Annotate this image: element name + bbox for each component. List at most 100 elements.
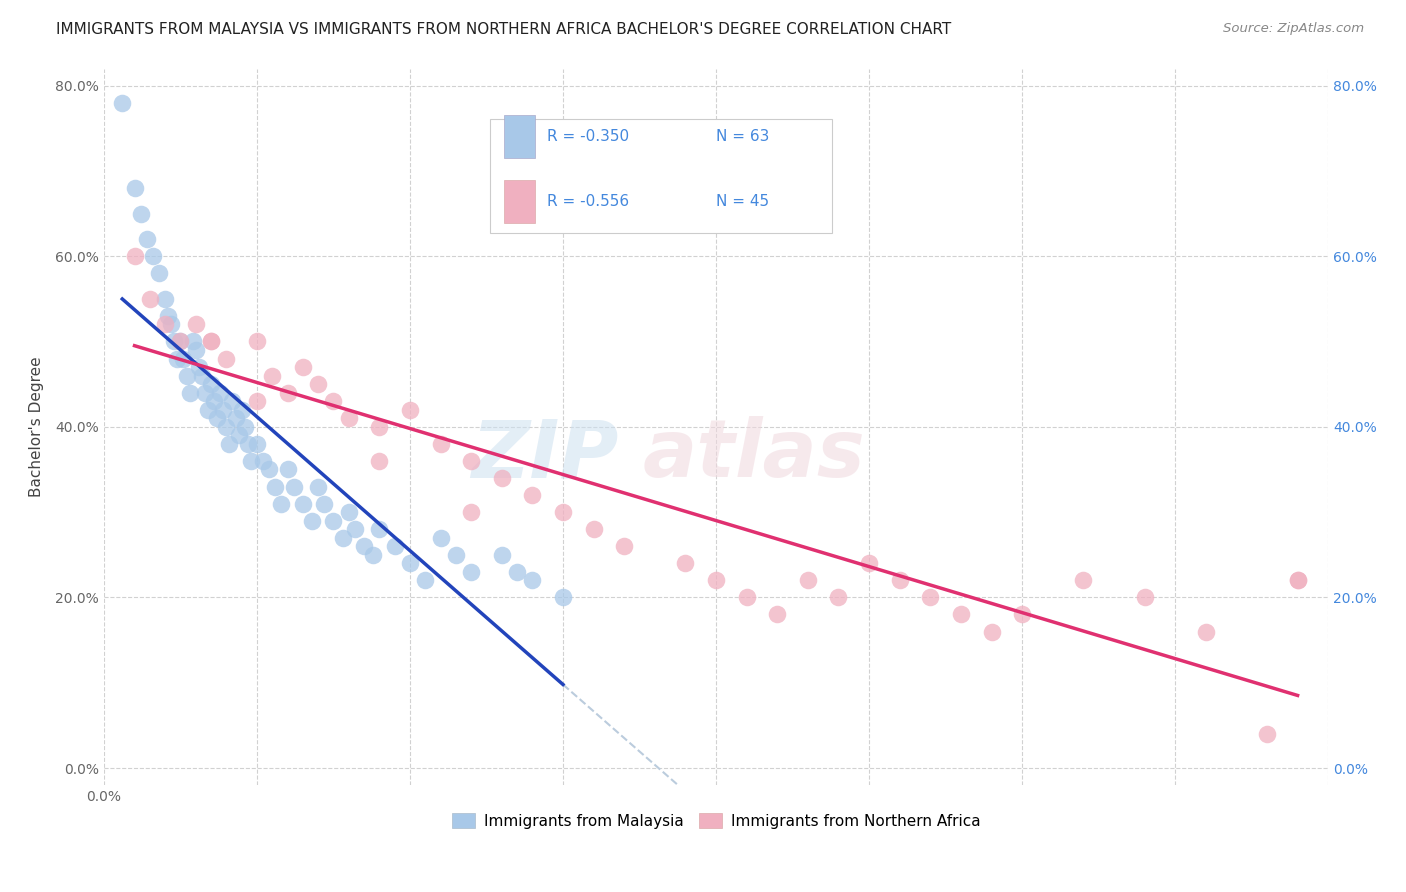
Point — [153, 292, 176, 306]
Point — [353, 539, 375, 553]
Point — [1195, 624, 1218, 639]
Legend: Immigrants from Malaysia, Immigrants from Northern Africa: Immigrants from Malaysia, Immigrants fro… — [446, 806, 987, 835]
Point — [124, 249, 146, 263]
Point — [173, 351, 195, 366]
Point — [169, 334, 191, 349]
Point — [491, 548, 513, 562]
Point — [215, 419, 238, 434]
Point — [361, 548, 384, 562]
Point — [675, 556, 697, 570]
Point — [197, 402, 219, 417]
Point — [142, 249, 165, 263]
Point — [460, 565, 482, 579]
Point — [399, 556, 422, 570]
Point — [233, 419, 256, 434]
Point — [766, 607, 789, 622]
Point — [283, 479, 305, 493]
Point — [368, 419, 391, 434]
Point — [949, 607, 972, 622]
Point — [153, 318, 176, 332]
Point — [920, 591, 942, 605]
Point — [291, 497, 314, 511]
Point — [1256, 727, 1278, 741]
Point — [413, 574, 436, 588]
Point — [522, 574, 544, 588]
Point — [460, 454, 482, 468]
Point — [228, 428, 250, 442]
Point — [314, 497, 336, 511]
Point — [209, 385, 232, 400]
Point — [202, 394, 225, 409]
Point — [337, 411, 360, 425]
Point — [307, 479, 329, 493]
Point — [200, 377, 222, 392]
Point — [337, 505, 360, 519]
Point — [187, 360, 209, 375]
Point — [246, 437, 269, 451]
Point — [797, 574, 820, 588]
Text: N = 63: N = 63 — [716, 129, 769, 145]
Text: R = -0.556: R = -0.556 — [547, 194, 630, 209]
Point — [980, 624, 1002, 639]
Point — [148, 266, 170, 280]
Point — [200, 334, 222, 349]
Point — [1286, 574, 1309, 588]
Text: IMMIGRANTS FROM MALAYSIA VS IMMIGRANTS FROM NORTHERN AFRICA BACHELOR'S DEGREE CO: IMMIGRANTS FROM MALAYSIA VS IMMIGRANTS F… — [56, 22, 952, 37]
Point — [231, 402, 253, 417]
Point — [277, 385, 299, 400]
Point — [205, 411, 228, 425]
Point — [264, 479, 287, 493]
Point — [239, 454, 262, 468]
Point — [429, 531, 451, 545]
Point — [176, 368, 198, 383]
Point — [257, 462, 280, 476]
Point — [1286, 574, 1309, 588]
Point — [429, 437, 451, 451]
Point — [181, 334, 204, 349]
Point — [139, 292, 162, 306]
Point — [166, 351, 188, 366]
Point — [307, 377, 329, 392]
Point — [399, 402, 422, 417]
Point — [179, 385, 201, 400]
Point — [704, 574, 727, 588]
Point — [215, 351, 238, 366]
Point — [194, 385, 217, 400]
Bar — [505, 179, 534, 223]
Point — [551, 505, 574, 519]
Point — [246, 394, 269, 409]
Point — [506, 565, 529, 579]
Point — [491, 471, 513, 485]
Point — [124, 181, 146, 195]
Point — [889, 574, 911, 588]
Point — [735, 591, 758, 605]
Point — [322, 394, 344, 409]
Point — [827, 591, 849, 605]
Point — [613, 539, 636, 553]
Point — [522, 488, 544, 502]
Point — [291, 360, 314, 375]
FancyBboxPatch shape — [489, 119, 832, 234]
Point — [322, 514, 344, 528]
Point — [221, 394, 243, 409]
Point — [444, 548, 467, 562]
Point — [236, 437, 259, 451]
Point — [277, 462, 299, 476]
Point — [169, 334, 191, 349]
Bar — [505, 115, 534, 158]
Point — [163, 334, 186, 349]
Text: Source: ZipAtlas.com: Source: ZipAtlas.com — [1223, 22, 1364, 36]
Text: N = 45: N = 45 — [716, 194, 769, 209]
Point — [252, 454, 274, 468]
Point — [184, 318, 207, 332]
Text: atlas: atlas — [643, 417, 865, 494]
Point — [200, 334, 222, 349]
Text: ZIP: ZIP — [471, 417, 619, 494]
Point — [301, 514, 323, 528]
Point — [212, 402, 235, 417]
Point — [1073, 574, 1095, 588]
Point — [368, 454, 391, 468]
Point — [384, 539, 406, 553]
Point — [332, 531, 354, 545]
Point — [160, 318, 183, 332]
